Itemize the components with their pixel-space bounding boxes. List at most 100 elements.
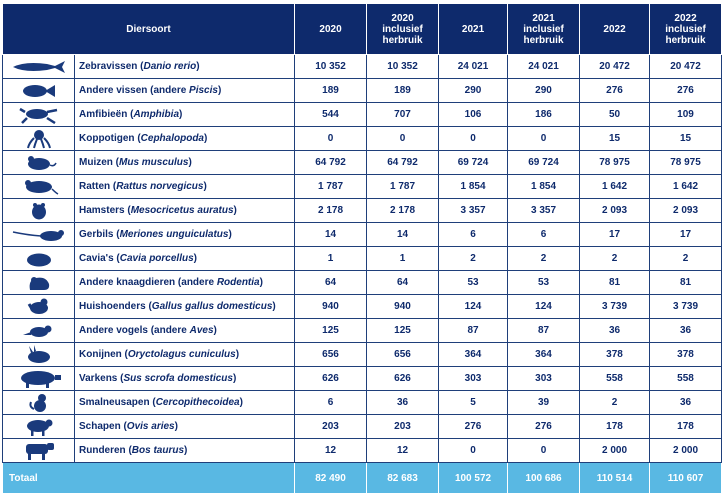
species-suffix: ) (259, 277, 263, 288)
count-cell: 656 (294, 342, 368, 367)
table-row: Huishoenders (Gallus gallus domesticus) 9… (2, 294, 722, 319)
species-common-name: Andere knaagdieren (andere (79, 277, 217, 288)
count-cell: 17 (649, 222, 722, 247)
count-cell: 125 (366, 318, 440, 343)
species-latin-name: Bos taurus (131, 445, 185, 456)
count-cell: 1 787 (294, 174, 368, 199)
total-row: Totaal 82 490 82 683 100 572 100 686 110… (1, 462, 722, 494)
count-cell: 1 787 (366, 174, 440, 199)
species-latin-name: Ovis aries (126, 421, 175, 432)
fish-icon (2, 54, 75, 79)
count-cell: 290 (507, 78, 581, 103)
count-cell: 178 (579, 414, 651, 439)
count-cell: 1 854 (438, 174, 509, 199)
species-name: Huishoenders (Gallus gallus domesticus) (73, 294, 296, 319)
species-common-name: Varkens (79, 373, 118, 384)
count-cell: 2 (579, 246, 651, 271)
species-common-name: Zebravissen (79, 61, 138, 72)
species-latin-name: Cephalopoda (140, 133, 204, 144)
table-row: Smalneusapen (Cercopithecoidea) 6 36 5 39 2 36 (2, 390, 722, 415)
count-cell: 2 (438, 246, 509, 271)
species-name: Runderen (Bos taurus) (73, 438, 296, 463)
count-cell: 1 642 (649, 174, 722, 199)
count-cell: 276 (579, 78, 651, 103)
species-suffix: ) (213, 325, 217, 336)
count-cell: 124 (507, 294, 581, 319)
count-cell: 81 (579, 270, 651, 295)
count-cell: 189 (294, 78, 368, 103)
total-value: 82 683 (366, 462, 440, 494)
species-common-name: Konijnen (79, 349, 122, 360)
species-common-name: Schapen (79, 421, 121, 432)
count-cell: 24 021 (507, 54, 581, 79)
count-cell: 3 357 (438, 198, 509, 223)
monkey-icon (2, 390, 75, 415)
count-cell: 64 792 (294, 150, 368, 175)
count-cell: 3 739 (649, 294, 722, 319)
year-header: 2022 (579, 3, 651, 55)
count-cell: 78 975 (579, 150, 651, 175)
table-row: Amfibieën (Amphibia) 544 707 106 186 50 109 (2, 102, 722, 127)
count-cell: 53 (507, 270, 581, 295)
hamster-icon (2, 198, 75, 223)
count-cell: 24 021 (438, 54, 509, 79)
count-cell: 17 (579, 222, 651, 247)
species-common-name: Muizen (79, 157, 113, 168)
count-cell: 1 642 (579, 174, 651, 199)
year-header: 2020 (294, 3, 368, 55)
species-name: Andere knaagdieren (andere Rodentia) (73, 270, 296, 295)
count-cell: 186 (507, 102, 581, 127)
species-suffix: ) (217, 85, 222, 96)
count-cell: 656 (366, 342, 440, 367)
count-cell: 125 (294, 318, 368, 343)
count-cell: 124 (438, 294, 509, 319)
table-row: Cavia's (Cavia porcellus) 1 1 2 2 2 2 (2, 246, 722, 271)
count-cell: 940 (366, 294, 440, 319)
count-cell: 6 (507, 222, 581, 247)
species-name: Gerbils (Meriones unguiculatus) (73, 222, 296, 247)
count-cell: 2 (649, 246, 722, 271)
table-row: Muizen (Mus musculus) 64 792 64 792 69 724 6… (2, 150, 722, 175)
species-latin-name: Cercopithecoidea (155, 397, 240, 408)
count-cell: 2 093 (649, 198, 722, 223)
table-row: Varkens (Sus scrofa domesticus) 626 626 303… (2, 366, 722, 391)
count-cell: 203 (366, 414, 440, 439)
count-cell: 364 (507, 342, 581, 367)
count-cell: 81 (649, 270, 722, 295)
species-common-name: Huishoenders (79, 301, 146, 312)
gerbil-icon (2, 222, 75, 247)
species-common-name: Ratten (79, 181, 111, 192)
count-cell: 64 (366, 270, 440, 295)
species-name: Amfibieën (Amphibia) (73, 102, 296, 127)
table-row: Andere vissen (andere Piscis) 189 189 290 29… (2, 78, 722, 103)
count-cell: 2 (579, 390, 651, 415)
species-name: Muizen (Mus musculus) (73, 150, 296, 175)
species-latin-name: Meriones unguiculatus (119, 229, 229, 240)
species-common-name: Cavia's (79, 253, 114, 264)
species-latin-name: Mus musculus (119, 157, 189, 168)
fish-small-icon (2, 78, 75, 103)
count-cell: 2 000 (649, 438, 722, 463)
count-cell: 64 (294, 270, 368, 295)
species-common-name: Andere vogels (andere (79, 325, 190, 336)
total-value: 100 572 (438, 462, 509, 494)
rodent-icon (2, 270, 75, 295)
count-cell: 69 724 (438, 150, 509, 175)
species-name: Smalneusapen (Cercopithecoidea) (73, 390, 296, 415)
bird-icon (2, 318, 75, 343)
count-cell: 0 (507, 126, 581, 151)
count-cell: 14 (294, 222, 368, 247)
mouse-icon (2, 150, 75, 175)
species-header: Diersoort (1, 3, 296, 55)
count-cell: 0 (438, 438, 509, 463)
count-cell: 626 (366, 366, 440, 391)
count-cell: 78 975 (649, 150, 722, 175)
count-cell: 940 (294, 294, 368, 319)
species-name: Schapen (Ovis aries) (73, 414, 296, 439)
count-cell: 10 352 (366, 54, 440, 79)
table-row: Ratten (Rattus norvegicus) 1 787 1 787 1 85… (2, 174, 722, 199)
species-latin-name: Danio rerio (143, 61, 197, 72)
total-value: 82 490 (294, 462, 368, 494)
count-cell: 1 854 (507, 174, 581, 199)
count-cell: 203 (294, 414, 368, 439)
